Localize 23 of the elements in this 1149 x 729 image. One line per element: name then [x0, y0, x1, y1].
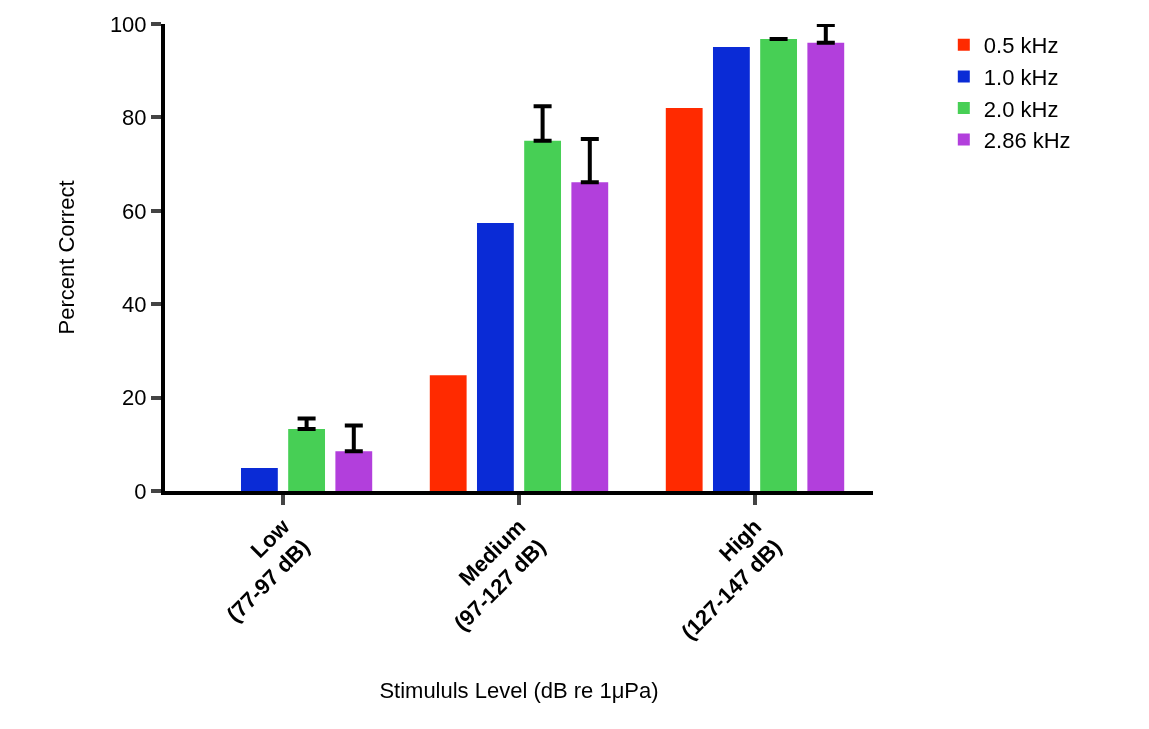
legend-label: 1.0 kHz [983, 64, 1059, 90]
bar [429, 375, 467, 491]
y-tick-label: 100 [109, 11, 147, 37]
x-axis-title: Stimululs Level (dB re 1μPa) [379, 677, 659, 703]
bar [571, 182, 609, 491]
legend-label: 2.86 kHz [983, 128, 1071, 154]
bar [807, 42, 845, 491]
bar [335, 451, 373, 491]
y-tick-label: 0 [134, 478, 147, 504]
bar [240, 468, 278, 491]
y-tick-label: 20 [122, 385, 147, 411]
y-tick-label: 60 [122, 198, 147, 224]
bar [760, 38, 798, 491]
bar [288, 428, 326, 491]
legend-label: 2.0 kHz [983, 96, 1059, 122]
y-tick-label: 40 [122, 291, 147, 317]
bar [712, 46, 750, 491]
legend-label: 0.5 kHz [983, 33, 1059, 59]
bar [524, 140, 562, 491]
y-tick-label: 80 [122, 105, 147, 131]
bar [476, 222, 514, 491]
y-axis-title: Percent Correct [54, 180, 80, 335]
bar [665, 108, 703, 491]
